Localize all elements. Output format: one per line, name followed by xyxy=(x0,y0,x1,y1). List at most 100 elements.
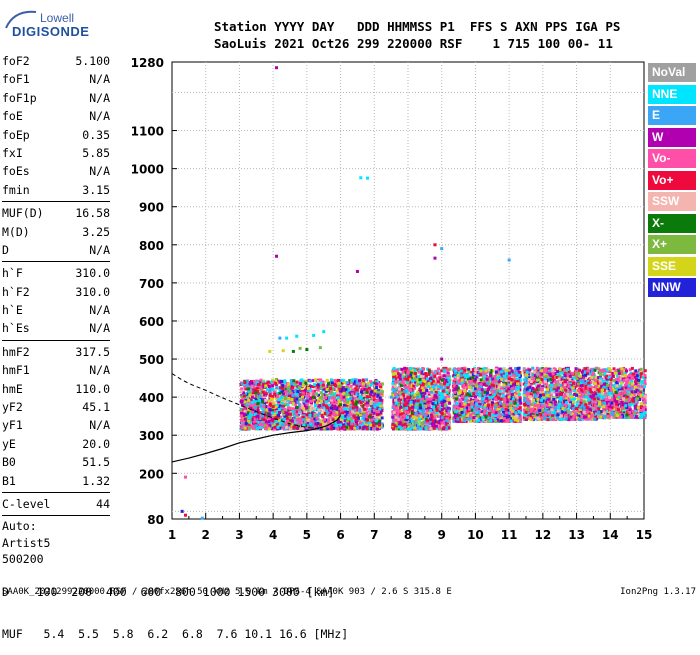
echo-point xyxy=(334,406,337,409)
echo-point xyxy=(250,404,253,407)
echo-point xyxy=(312,379,315,382)
echo-point xyxy=(283,379,286,382)
echo-point xyxy=(346,420,349,423)
echo-point xyxy=(363,394,366,397)
echo-point xyxy=(273,426,276,429)
echo-point xyxy=(316,401,319,404)
echo-point xyxy=(261,401,264,404)
echo-point xyxy=(377,410,380,413)
echo-point xyxy=(426,377,429,380)
echo-point xyxy=(409,389,412,392)
echo-point xyxy=(244,427,247,430)
echo-point xyxy=(426,398,429,401)
echo-point xyxy=(346,381,349,384)
echo-point xyxy=(427,373,430,376)
y-tick-label: 600 xyxy=(139,315,164,329)
echo-point xyxy=(394,372,397,375)
echo-point xyxy=(430,422,433,425)
echo-point xyxy=(375,419,378,422)
x-tick-label: 6 xyxy=(336,528,344,542)
echo-point xyxy=(319,378,322,381)
echo-point xyxy=(403,426,406,429)
echo-point xyxy=(437,385,440,388)
echo-point xyxy=(378,420,381,423)
echo-point xyxy=(373,403,376,406)
echo-point xyxy=(403,404,406,407)
echo-point xyxy=(398,410,401,413)
echo-point xyxy=(265,392,268,395)
echo-point xyxy=(309,380,312,383)
echo-point xyxy=(264,384,267,387)
echo-point xyxy=(247,399,250,402)
echo-point xyxy=(403,390,406,393)
echo-point xyxy=(269,394,272,397)
echo-point xyxy=(277,426,280,429)
echo-point xyxy=(243,381,246,384)
echo-point xyxy=(399,378,402,381)
x-tick-label: 13 xyxy=(568,528,585,542)
echo-point xyxy=(370,419,373,422)
echo-point xyxy=(243,395,246,398)
echo-point xyxy=(355,400,358,403)
echo-point xyxy=(446,369,449,372)
echo-point xyxy=(330,378,333,381)
echo-point xyxy=(372,424,375,427)
echo-point xyxy=(429,377,432,380)
echo-point xyxy=(350,385,353,388)
echo-point xyxy=(381,390,384,393)
echo-point xyxy=(446,391,449,394)
echo-point xyxy=(420,375,423,378)
echo-point xyxy=(273,402,276,405)
echo-point xyxy=(353,415,356,418)
echo-point xyxy=(346,401,349,404)
echo-point xyxy=(360,396,363,399)
x-tick-label: 3 xyxy=(235,528,243,542)
echo-point xyxy=(302,418,305,421)
echo-point xyxy=(351,379,354,382)
echo-point xyxy=(424,372,427,375)
echo-point xyxy=(427,385,430,388)
echo-point xyxy=(347,398,350,401)
echo-point xyxy=(431,385,434,388)
echo-point xyxy=(429,409,432,412)
echo-point xyxy=(284,400,287,403)
echo-point xyxy=(432,419,435,422)
echo-point xyxy=(379,383,382,386)
echo-point xyxy=(368,387,371,390)
echo-point xyxy=(395,427,398,430)
echo-point xyxy=(345,388,348,391)
echo-point xyxy=(395,407,398,410)
echo-point xyxy=(445,379,448,382)
echo-point xyxy=(441,379,444,382)
echo-point xyxy=(434,401,437,404)
echo-point xyxy=(243,385,246,388)
echo-point xyxy=(362,415,365,418)
y-tick-label: 80 xyxy=(147,513,164,527)
echo-point xyxy=(262,391,265,394)
echo-point xyxy=(275,405,278,408)
echo-point xyxy=(443,382,446,385)
y-tick-label: 800 xyxy=(139,239,164,253)
echo-point xyxy=(340,379,343,382)
x-tick-label: 5 xyxy=(303,528,311,542)
echo-point xyxy=(407,396,410,399)
echo-point xyxy=(356,427,359,430)
echo-point xyxy=(443,374,446,377)
echo-point xyxy=(393,390,396,393)
y-tick-label: 1100 xyxy=(131,125,164,139)
echo-point xyxy=(264,427,267,430)
echo-point xyxy=(285,426,288,429)
echo-point xyxy=(362,382,365,385)
echo-point xyxy=(428,370,431,373)
echo-point xyxy=(336,391,339,394)
echo-point xyxy=(318,404,321,407)
x-tick-label: 7 xyxy=(370,528,378,542)
echo-point xyxy=(337,385,340,388)
echo-point xyxy=(248,426,251,429)
echo-point xyxy=(292,402,295,405)
echo-point xyxy=(394,393,397,396)
echo-point xyxy=(302,408,305,411)
echo-point xyxy=(287,397,290,400)
echo-point xyxy=(441,412,444,415)
